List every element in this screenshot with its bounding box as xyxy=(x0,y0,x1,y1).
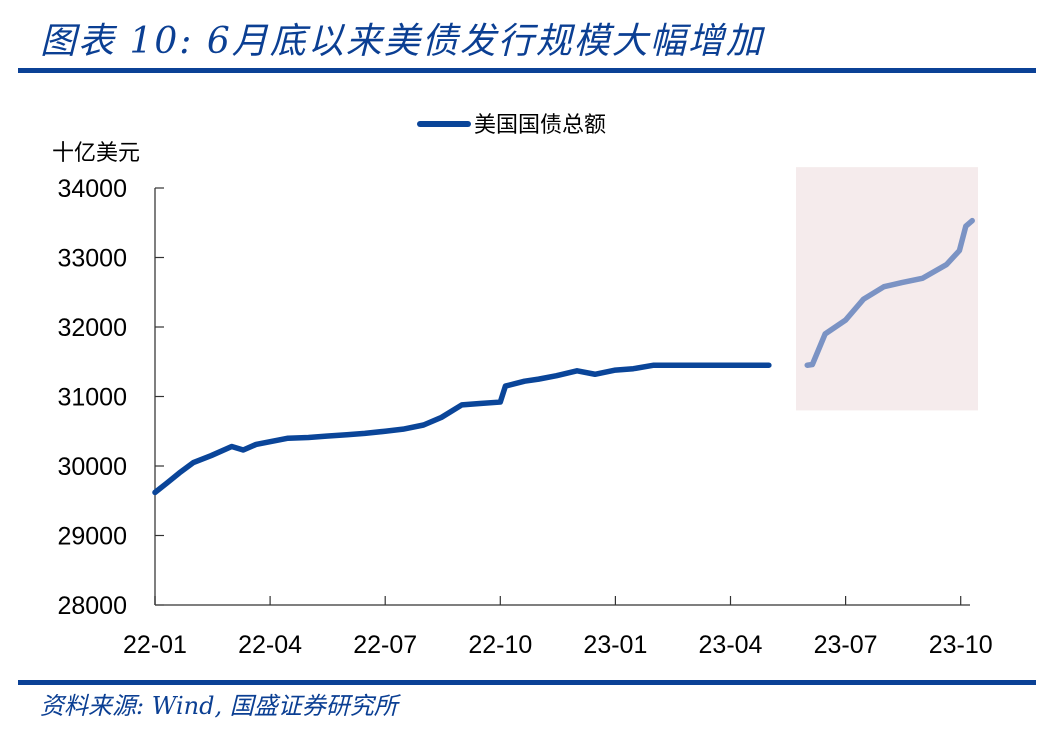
x-tick-label: 23-10 xyxy=(929,631,993,659)
source-divider xyxy=(18,680,1036,685)
x-tick-label: 23-04 xyxy=(699,631,763,659)
y-axis-unit-label: 十亿美元 xyxy=(52,141,140,166)
y-tick-label: 34000 xyxy=(57,175,127,203)
x-tick-label: 22-04 xyxy=(238,631,302,659)
y-tick-label: 32000 xyxy=(57,314,127,342)
x-tick-label: 23-07 xyxy=(814,631,878,659)
series-line-highlighted-segment xyxy=(804,217,975,368)
title-divider xyxy=(18,68,1036,73)
x-tick-label: 23-01 xyxy=(583,631,647,659)
series-line-us-treasury-total xyxy=(152,362,772,496)
chart-title: 图表 10: 6月底以来美债发行规模大幅增加 xyxy=(40,21,764,62)
x-tick-label: 22-10 xyxy=(468,631,532,659)
y-tick-label: 30000 xyxy=(57,453,127,481)
x-tick-label: 22-07 xyxy=(353,631,417,659)
line-chart: 美国国债总额 十亿美元 28000 29000 30000 31000 32000 330… xyxy=(52,113,993,659)
x-tick-label: 22-01 xyxy=(123,631,187,659)
legend-label: 美国国债总额 xyxy=(474,113,606,138)
y-tick-label: 28000 xyxy=(57,592,127,620)
x-axis: 22-01 22-04 22-07 22-10 23-01 23-04 23-07 23-10 xyxy=(123,596,993,659)
y-tick-label: 33000 xyxy=(57,245,127,273)
y-axis: 28000 29000 30000 31000 32000 33000 34000 xyxy=(57,175,164,620)
legend: 美国国债总额 xyxy=(417,113,606,138)
y-tick-label: 31000 xyxy=(57,384,127,412)
source-note: 资料来源: Wind, 国盛证券研究所 xyxy=(40,692,398,720)
y-tick-label: 29000 xyxy=(57,523,127,551)
